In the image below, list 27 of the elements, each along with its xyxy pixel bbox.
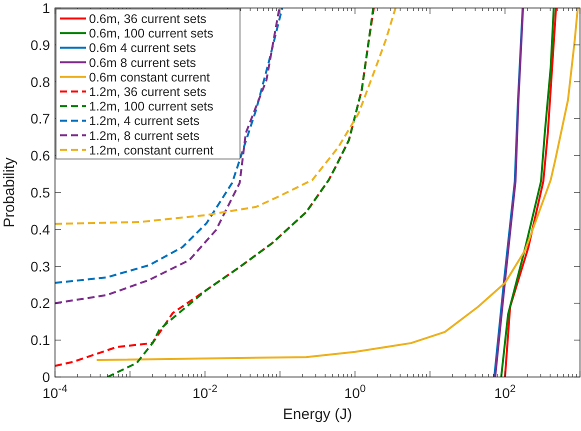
x-tick-label: 10$^{-4}$ <box>42 383 68 401</box>
legend-label: 0.6m constant current <box>89 70 210 84</box>
y-tick-label: 0.3 <box>30 258 50 274</box>
legend-label: 0.6m 4 current sets <box>89 41 196 56</box>
x-tick-label: 10$^{2}$ <box>494 383 516 401</box>
y-tick-label: 0 <box>42 369 50 385</box>
y-tick-label: 0.8 <box>30 74 50 90</box>
y-tick-label: 1 <box>42 0 50 16</box>
legend-label: 0.6m 8 current sets <box>89 56 196 70</box>
legend-label: 1.2m, 4 current sets <box>89 114 200 128</box>
y-tick-label: 0.2 <box>30 295 50 312</box>
x-axis-title: Energy (J) <box>282 406 352 423</box>
y-tick-label: 0.7 <box>30 110 50 127</box>
y-tick-label: 0.6 <box>30 148 50 164</box>
x-tick-label: 10$^{0}$ <box>344 383 366 401</box>
legend-label: 0.6m, 100 current sets <box>89 26 214 41</box>
legend-label: 1.2m, 100 current sets <box>89 100 214 114</box>
y-tick-label: 0.4 <box>30 221 50 238</box>
y-tick-label: 0.1 <box>30 332 50 348</box>
y-tick-label: 0.5 <box>30 184 50 200</box>
legend-label: 1.2m, 8 current sets <box>89 128 200 143</box>
legend-label: 1.2m, constant current <box>89 143 214 158</box>
legend-label: 1.2m, 36 current sets <box>89 85 206 99</box>
y-axis-title: Probability <box>1 156 18 228</box>
legend-label: 0.6m, 36 current sets <box>89 12 206 26</box>
x-tick-label: 10$^{-2}$ <box>192 383 218 401</box>
y-tick-label: 0.9 <box>30 36 50 53</box>
